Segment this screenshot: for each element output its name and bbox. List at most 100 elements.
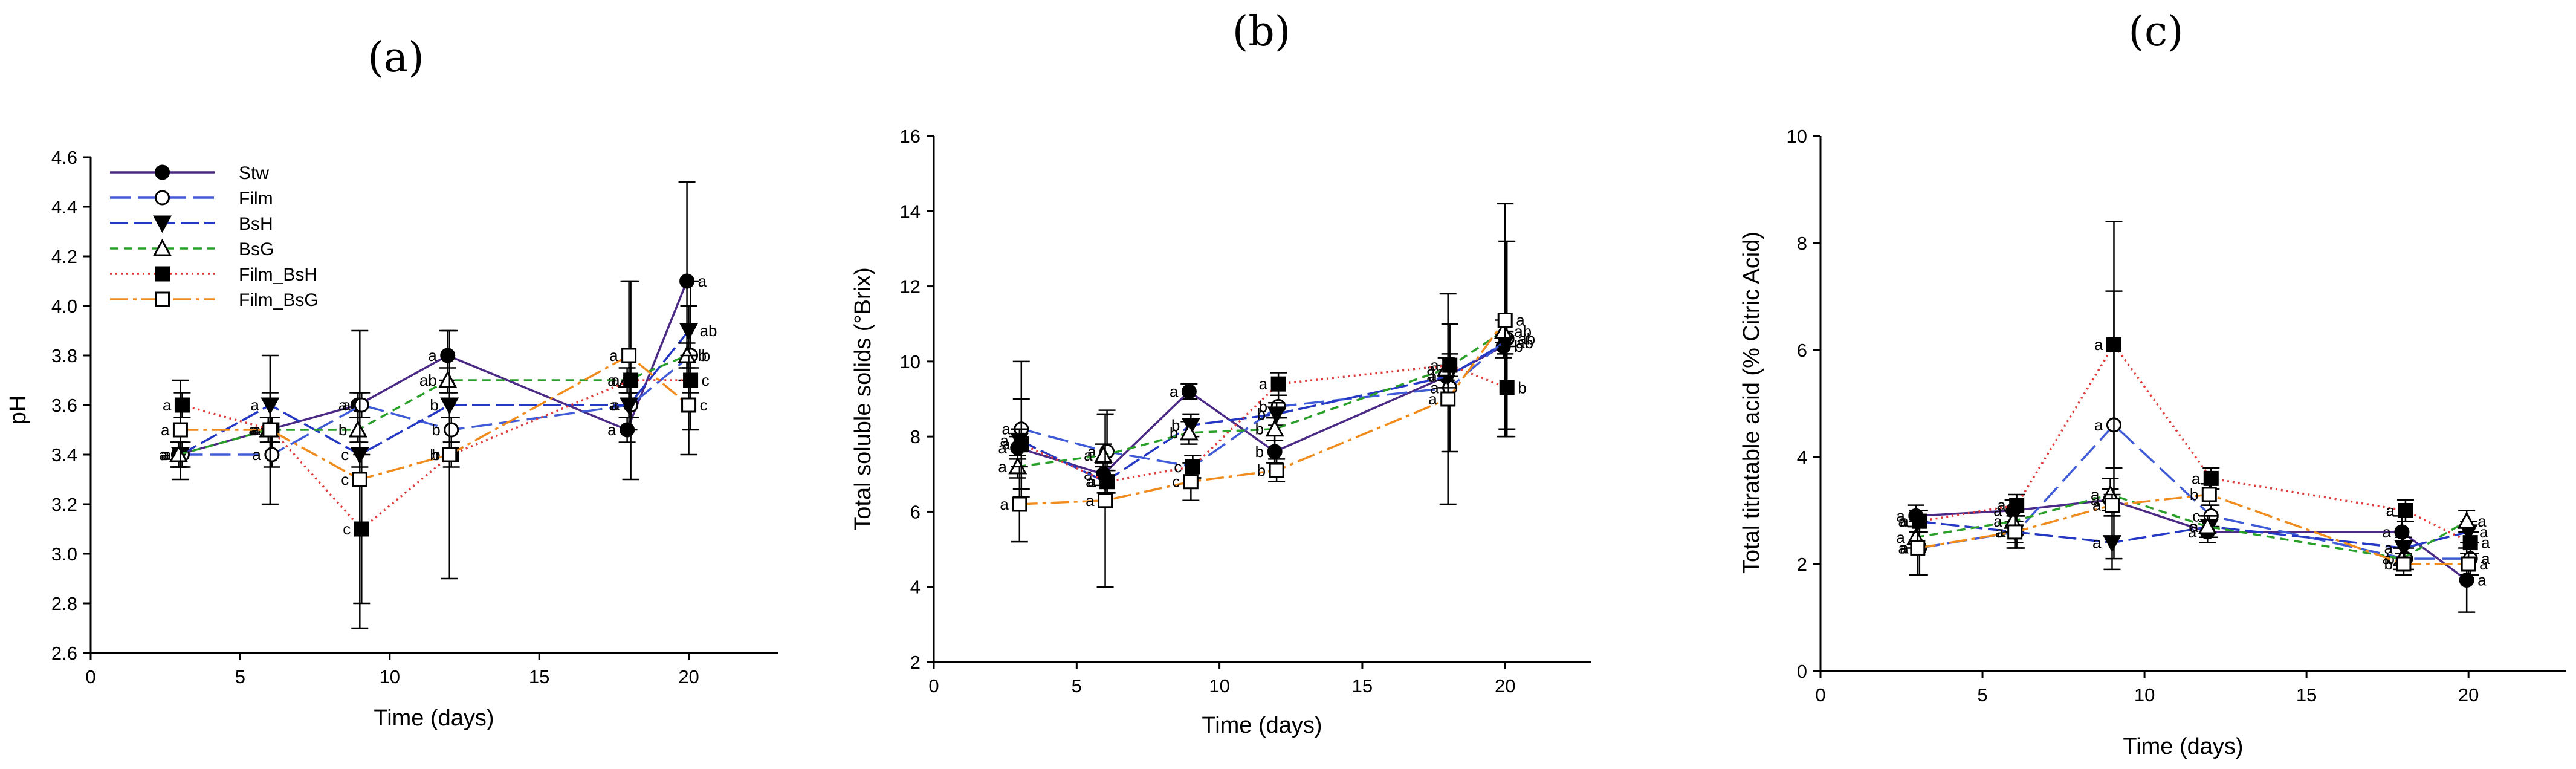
panel-b-sig-letter-stw: a bbox=[1170, 383, 1179, 401]
panel-c-sig-letter-stw: a bbox=[2382, 523, 2391, 541]
panel-c-sig-letter-stw: a bbox=[2477, 571, 2487, 589]
panel-c-x-tick-label: 10 bbox=[2134, 684, 2155, 706]
panel-c-marker-film-bsh bbox=[2398, 503, 2413, 518]
panel-c-marker-film-bsh bbox=[2009, 498, 2025, 513]
panel-b-sig-letter-bsh: ab bbox=[1516, 334, 1533, 352]
legend-marker-bsg bbox=[152, 238, 172, 256]
panel-c-marker-film-bsg bbox=[2396, 556, 2412, 572]
panel-a-sig-letter-stw: a bbox=[698, 272, 707, 290]
panel-c-line-film-bsh bbox=[1919, 342, 2471, 544]
panel-a-marker-film-bsg bbox=[681, 397, 697, 413]
panel-b-marker-film-bsh bbox=[1014, 436, 1029, 452]
panel-b-sig-letter-bsg: a bbox=[1426, 360, 1435, 378]
panel-c-marker-film-bsh bbox=[2462, 535, 2478, 551]
panel-b-y-tick-label: 2 bbox=[910, 652, 921, 673]
panel-b-marker-film-bsg bbox=[1098, 493, 1113, 508]
panel-a-sig-letter-film-bsg: a bbox=[250, 421, 259, 439]
panel-c-sig-letter-bsg: c bbox=[2189, 518, 2196, 536]
panel-c-x-axis-title: Time (days) bbox=[2123, 734, 2243, 759]
panel-a-marker-film-bsg bbox=[442, 447, 458, 462]
panel-b-y-tick-label: 8 bbox=[910, 426, 921, 447]
panel-a-sig-letter-bsh: b bbox=[430, 396, 438, 414]
legend-marker-film bbox=[155, 190, 170, 206]
panel-b-sig-letter-film-bsh: a bbox=[1087, 473, 1096, 491]
panel-b-sig-letter-bsg: ab bbox=[1514, 322, 1532, 340]
legend-label-film-bsh: Film_BsH bbox=[239, 265, 317, 285]
panel-label-b: (b) bbox=[1232, 8, 1291, 56]
panel-b-marker-bsg bbox=[1094, 446, 1113, 463]
panel-b-sig-letter-stw: b bbox=[1514, 337, 1523, 355]
panel-a-y-tick-label: 4.4 bbox=[51, 196, 77, 218]
panel-a-sig-letter-film: a bbox=[252, 446, 261, 464]
panel-c-marker-film-bsh bbox=[2106, 337, 2121, 352]
panel-b-sig-letter-film-bsg: b bbox=[1257, 461, 1266, 479]
panel-a-sig-letter-bsg: a bbox=[159, 446, 168, 464]
panel-c-marker-film-bsg bbox=[2461, 556, 2476, 572]
panel-c-sig-letter-film: a bbox=[2094, 416, 2103, 434]
panel-c-sig-letter-bsg: a bbox=[2091, 485, 2100, 504]
panel-c-marker-film-bsh bbox=[2203, 470, 2219, 486]
panel-a-y-tick-label: 3.2 bbox=[51, 494, 77, 515]
legend-label-film: Film bbox=[239, 189, 273, 209]
panel-c-sig-letter-stw: a bbox=[2188, 523, 2197, 541]
panel-a-sig-letter-bsg: ab bbox=[419, 371, 437, 389]
panel-a-sig-letter-bsg: b bbox=[698, 346, 707, 365]
panel-b-x-axis-title: Time (days) bbox=[1202, 713, 1322, 738]
legend-marker-stw bbox=[155, 164, 170, 180]
panel-b-marker-stw bbox=[1267, 444, 1283, 459]
panel-a-marker-film-bsh bbox=[623, 372, 639, 388]
panel-c-y-tick-label: 2 bbox=[1797, 554, 1807, 575]
panel-c-marker-film-bsg bbox=[2104, 498, 2120, 513]
panel-b-sig-letter-film-bsh: a bbox=[1430, 356, 1439, 374]
panel-b-sig-letter-film-bsh: a bbox=[1002, 435, 1011, 453]
panel-a-marker-film-bsg bbox=[172, 422, 188, 438]
panel-label-a: (a) bbox=[367, 34, 424, 82]
panel-c-line-stw bbox=[1915, 499, 2468, 581]
panel-b-sig-letter-stw: b bbox=[1255, 443, 1264, 461]
legend-label-stw: Stw bbox=[239, 163, 269, 183]
panel-a: 0 5 10 15 20 2.6 2.8 3.0 3.2 3.4 3.6 3.8 4.0 4.2 4.4 4.… bbox=[51, 147, 778, 687]
panel-b-sig-letter-bsh: a bbox=[1086, 473, 1095, 491]
panel-a-sig-letter-film-bsg: b bbox=[430, 446, 438, 464]
panel-a-sig-letter-film: b bbox=[432, 421, 440, 439]
panel-c-line-film-bsg bbox=[1917, 493, 2469, 565]
panel-c-sig-letter-bsg: a bbox=[1993, 512, 2002, 530]
legend-marker-bsh bbox=[152, 215, 172, 233]
panel-c-sig-letter-stw: a bbox=[1896, 507, 1905, 525]
panel-a-marker-film-bsh bbox=[174, 397, 190, 413]
panel-c-sig-letter-film: a bbox=[1997, 523, 2006, 541]
panel-a-y-tick-label: 4.0 bbox=[51, 296, 77, 317]
panel-a-marker-bsg bbox=[169, 444, 188, 462]
legend-label-bsh: BsH bbox=[239, 214, 273, 234]
panel-b-sig-letter-film: a bbox=[1430, 378, 1439, 397]
panel-c-sig-letter-film-bsh: a bbox=[2192, 469, 2201, 487]
panel-a-x-tick-label: 0 bbox=[85, 666, 95, 687]
panel-b-x-tick-label: 5 bbox=[1072, 675, 1082, 696]
panel-c-marker-stw bbox=[2394, 524, 2410, 540]
panel-a-sig-letter-bsh: a bbox=[609, 396, 618, 414]
panel-c-sig-letter-film-bsh: a bbox=[2094, 336, 2103, 354]
legend-label-film-bsg: Film_BsG bbox=[239, 290, 319, 310]
panel-a-y-tick-label: 2.6 bbox=[51, 643, 77, 664]
panel-c-sig-letter-bsh: a bbox=[2479, 523, 2488, 541]
panel-c-marker-bsh bbox=[2102, 535, 2121, 553]
legend-label-bsg: BsG bbox=[239, 239, 274, 259]
panel-a-marker-film bbox=[264, 447, 280, 462]
panel-c-marker-bsg bbox=[2457, 511, 2476, 529]
legend-marker-film-bsh bbox=[155, 266, 170, 282]
panel-a-marker-film-bsh bbox=[683, 372, 699, 388]
panel-b-marker-film-bsg bbox=[1497, 313, 1513, 328]
panel-a-sig-letter-film: b bbox=[702, 346, 710, 365]
panel-a-marker-bsg bbox=[348, 420, 367, 438]
panel-b-sig-letter-bsg: b bbox=[1255, 420, 1264, 438]
panel-a-marker-film-bsg bbox=[352, 472, 367, 487]
panel-c-sig-letter-film-bsh: a bbox=[2386, 502, 2395, 520]
panel-c-line-bsh bbox=[1917, 520, 2469, 550]
panel-b-sig-letter-bsh: a bbox=[1000, 431, 1009, 449]
panel-a-y-tick-label: 4.6 bbox=[51, 147, 77, 168]
